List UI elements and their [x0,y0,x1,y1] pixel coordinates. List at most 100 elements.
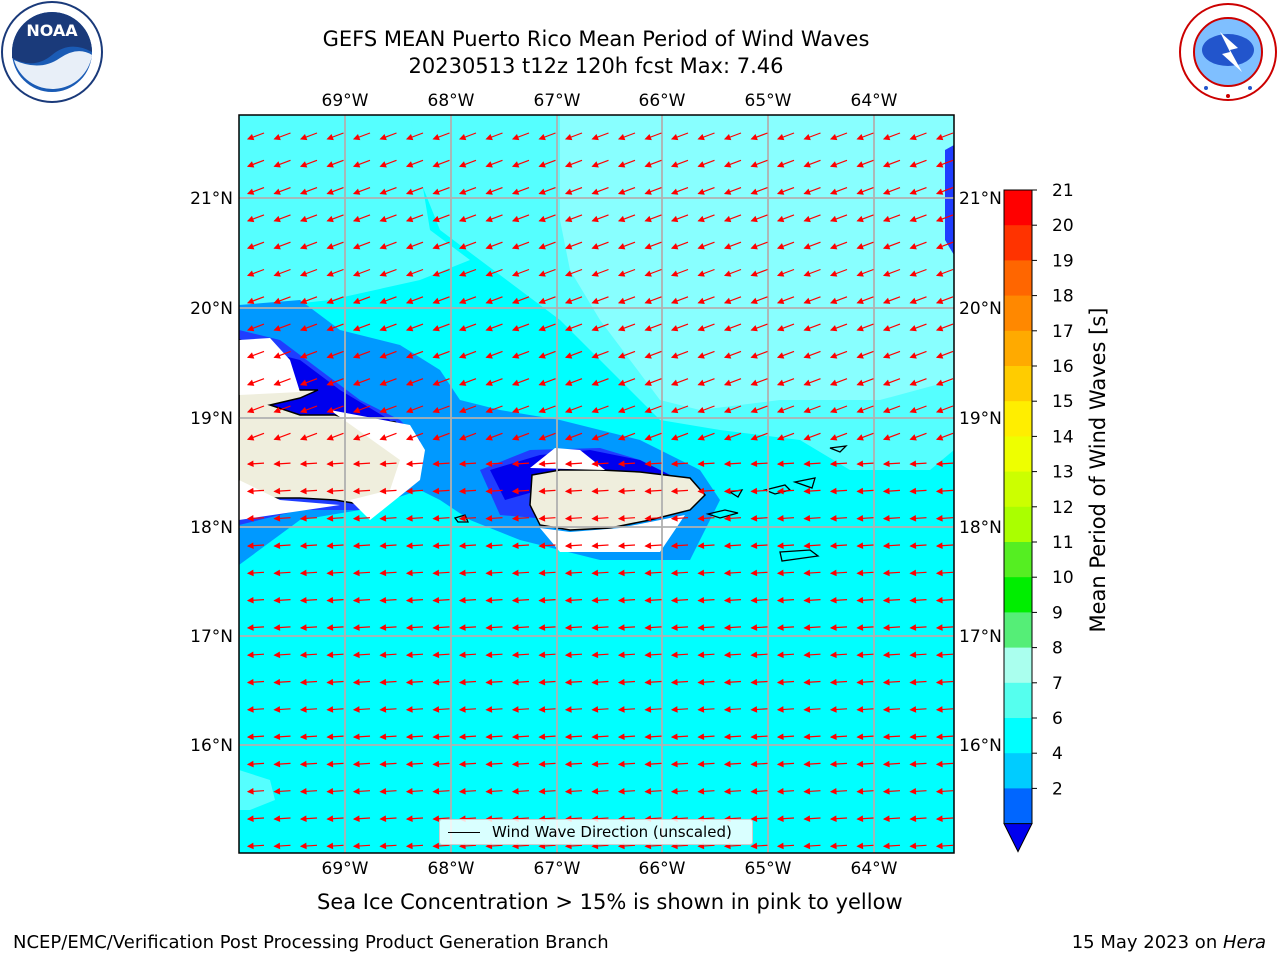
wind-arrow [829,405,848,414]
wind-arrow [538,760,556,768]
wind-arrow [776,542,795,549]
wind-arrow [511,706,530,713]
wind-arrow [405,214,424,223]
lon-tick-top: 69°W [322,91,369,111]
wind-arrow [776,378,795,386]
wind-arrow [723,678,742,686]
wind-arrow [856,432,874,441]
wind-arrow [723,268,742,277]
wind-arrow [458,460,477,468]
colorbar-label: Mean Period of Wind Waves [s] [1086,308,1110,633]
wind-arrow [379,460,397,468]
wind-arrow [273,651,291,659]
wind-arrow [697,187,715,195]
wind-arrow [485,350,503,359]
wind-arrow [299,132,318,141]
wind-arrow [432,296,450,304]
wind-arrow [432,460,450,468]
wind-arrow [485,268,503,277]
wind-arrow [776,788,795,795]
wind-arrow [246,350,265,359]
wind-arrow [246,132,265,141]
wind-arrow [379,132,397,141]
wind-arrow [882,515,901,522]
wind-arrow [909,651,927,659]
wind-arrow [935,842,954,850]
wind-arrow [511,214,530,223]
wind-arrow [246,515,265,522]
wind-arrow [564,678,583,686]
wind-arrow [909,405,927,414]
wind-arrow [485,323,503,332]
wind-arrow [776,678,795,686]
wind-arrow [405,624,424,631]
wind-arrow [538,214,556,223]
wind-arrow [644,733,662,741]
wind-arrow [538,569,556,577]
lat-tick-right: 19°N [959,409,1002,429]
wind-arrow [538,432,556,441]
wind-arrow [776,596,795,604]
lon-tick-top: 68°W [428,91,475,111]
wind-arrow [273,132,291,141]
wind-arrow [670,187,689,195]
colorbar-segment [1004,718,1032,754]
colorbar-tick-label: 21 [1052,181,1074,201]
lon-tick-top: 64°W [851,91,898,111]
wind-arrow [909,268,927,277]
wind-arrow [670,405,689,414]
wind-arrow [458,788,477,795]
wind-arrow [617,323,636,332]
wind-arrow [564,542,583,549]
wind-arrow [803,624,821,631]
wind-arrow [458,378,477,386]
wind-arrow [326,706,344,713]
wind-arrow [935,132,954,141]
lat-tick-right: 18°N [959,518,1002,538]
wind-arrow [564,569,583,577]
colorbar-segment [1004,471,1032,508]
colorbar-segment [1004,366,1032,402]
colorbar-segment [1004,190,1032,226]
wind-arrow [246,842,265,850]
wind-arrow [935,296,954,304]
wind-arrow [829,460,848,468]
wind-arrow [246,706,265,713]
wind-arrow [803,405,821,414]
wind-arrow [273,624,291,631]
wind-arrow [909,214,927,223]
wind-arrow [273,569,291,577]
wind-arrow [564,432,583,441]
wind-arrow [591,733,609,741]
wind-arrow [697,296,715,304]
wind-arrow [909,323,927,332]
wind-arrow [803,842,821,850]
wind-arrow [485,132,503,141]
wind-arrow [326,542,344,549]
wind-arrow [803,487,821,495]
wind-arrow [750,350,768,359]
wind-arrow [299,296,318,304]
wind-arrow [352,678,371,686]
wind-arrow [432,788,450,795]
wind-arrow [432,815,450,822]
wind-arrow [564,405,583,414]
wind-arrow [299,241,318,250]
wind-arrow [379,323,397,332]
wind-arrow [511,569,530,577]
wind-arrow [379,350,397,359]
wind-arrow [326,405,344,414]
wind-arrow [538,733,556,741]
map-title: GEFS MEAN Puerto Rico Mean Period of Win… [322,27,870,51]
wind-arrow [299,842,318,850]
wind-arrow [882,487,901,495]
wind-arrow [697,487,715,495]
wind-arrow [644,624,662,631]
wind-arrow [723,487,742,495]
wind-arrow [644,569,662,577]
wind-arrow [432,405,450,414]
wind-arrow [776,569,795,577]
wind-arrow [856,241,874,250]
wind-arrow [273,432,291,441]
wind-arrow [352,569,371,577]
